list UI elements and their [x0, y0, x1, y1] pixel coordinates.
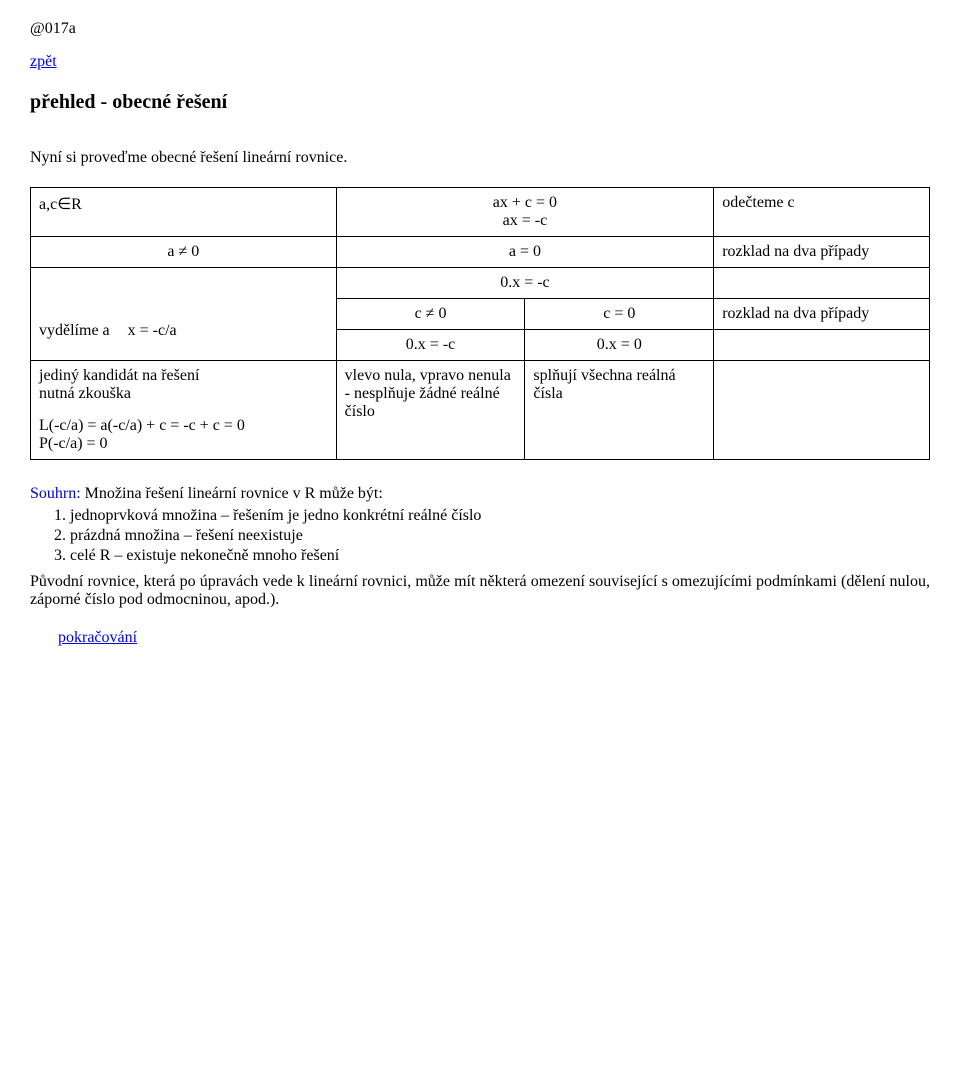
- r2-a-eq-0: a = 0: [336, 237, 714, 268]
- intro-text: Nyní si proveďme obecné řešení lineární …: [30, 149, 930, 167]
- page-id: @017a: [30, 20, 930, 38]
- summary-note: Původní rovnice, která po úpravách vede …: [30, 573, 930, 609]
- r5-eq2: 0.x = 0: [525, 330, 714, 361]
- continuation-link[interactable]: pokračování: [58, 629, 137, 646]
- page-title: přehled - obecné řešení: [30, 91, 930, 114]
- r4-c-ne-0: c ≠ 0: [336, 299, 525, 330]
- r5-eq1: 0.x = -c: [336, 330, 525, 361]
- r5-right: [714, 330, 930, 361]
- summary-list: jednoprvková množina – řešením je jedno …: [30, 507, 930, 565]
- r6-l4: P(-c/a) = 0: [39, 435, 328, 453]
- list-item: jednoprvková množina – řešením je jedno …: [70, 507, 930, 525]
- r6-mid1: vlevo nula, vpravo nenula - nesplňuje žá…: [336, 361, 525, 460]
- summary-label: Souhrn:: [30, 485, 81, 502]
- summary-lead: Množina řešení lineární rovnice v R může…: [81, 485, 383, 502]
- r1-eq2: ax = -c: [345, 212, 706, 230]
- r6-l2: nutná zkouška: [39, 385, 328, 403]
- list-item: celé R – existuje nekonečně mnoho řešení: [70, 547, 930, 565]
- r2-a-ne-0: a ≠ 0: [31, 237, 337, 268]
- r3-left-span: vydělíme a x = -c/a: [31, 268, 337, 361]
- r1-right: odečteme c: [714, 188, 930, 237]
- r3-right: [714, 268, 930, 299]
- r1-left: a,c∈R: [31, 188, 337, 237]
- r2-right: rozklad na dva případy: [714, 237, 930, 268]
- r4-c-eq-0: c = 0: [525, 299, 714, 330]
- r4-divide: vydělíme a: [39, 322, 110, 340]
- solution-table: a,c∈R ax + c = 0 ax = -c odečteme c a ≠ …: [30, 187, 930, 460]
- back-link[interactable]: zpět: [30, 53, 57, 70]
- r6-left: jediný kandidát na řešení nutná zkouška …: [31, 361, 337, 460]
- summary-block: Souhrn: Množina řešení lineární rovnice …: [30, 485, 930, 609]
- r4-right: rozklad na dva případy: [714, 299, 930, 330]
- r6-l3: L(-c/a) = a(-c/a) + c = -c + c = 0: [39, 417, 328, 435]
- r4-xval: x = -c/a: [128, 322, 177, 340]
- r1-mid: ax + c = 0 ax = -c: [336, 188, 714, 237]
- r3-eq: 0.x = -c: [336, 268, 714, 299]
- list-item: prázdná množina – řešení neexistuje: [70, 527, 930, 545]
- r6-right: [714, 361, 930, 460]
- r1-eq1: ax + c = 0: [345, 194, 706, 212]
- r6-mid2: splňují všechna reálná čísla: [525, 361, 714, 460]
- r6-l1: jediný kandidát na řešení: [39, 367, 328, 385]
